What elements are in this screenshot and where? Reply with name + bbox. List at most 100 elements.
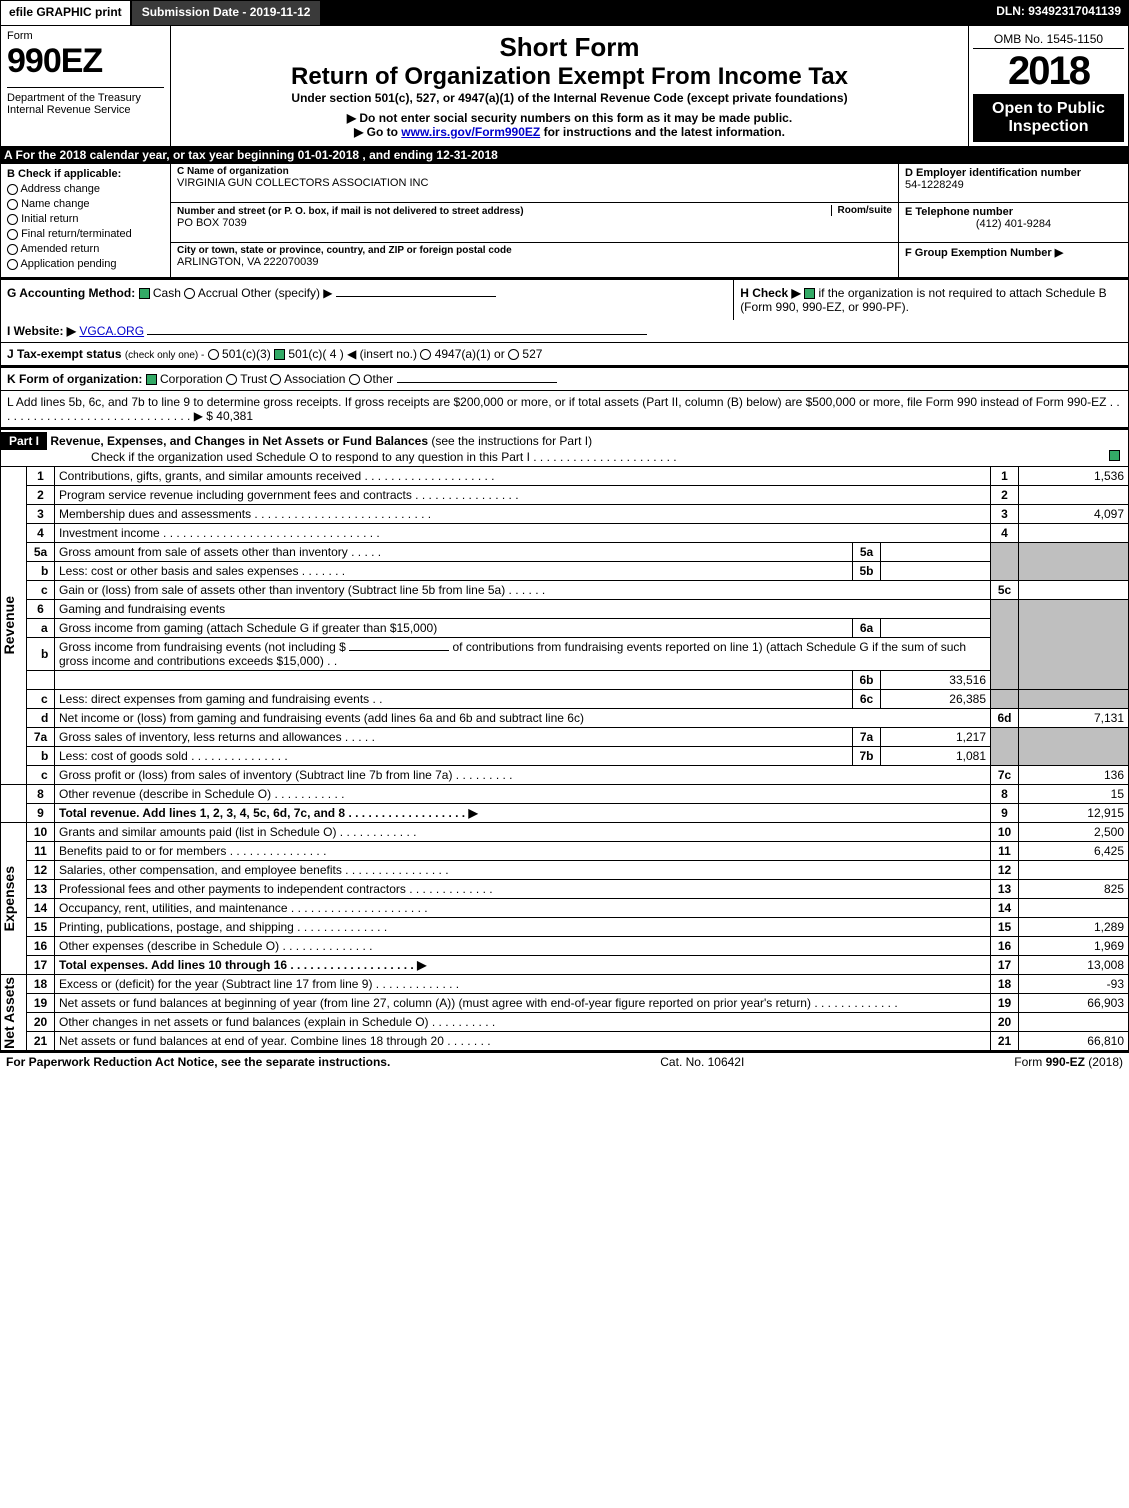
address-change-label: Address change <box>20 183 100 195</box>
tax-year: 2018 <box>973 49 1124 94</box>
line-9-no: 9 <box>991 804 1019 823</box>
application-pending-label: Application pending <box>20 258 116 270</box>
part1-schedule-o-checkbox[interactable] <box>1109 450 1120 461</box>
line-20-value <box>1019 1013 1129 1032</box>
line-16-text: Other expenses (describe in Schedule O) … <box>55 937 991 956</box>
accrual-label: Accrual <box>198 286 238 300</box>
line-5b-value <box>881 562 991 581</box>
omb-number: OMB No. 1545-1150 <box>973 30 1124 49</box>
final-return-radio[interactable] <box>7 229 18 240</box>
j-527-radio[interactable] <box>508 349 519 360</box>
other-method-label: Other (specify) ▶ <box>241 286 332 300</box>
line-12-text: Salaries, other compensation, and employ… <box>55 861 991 880</box>
line-4-value <box>1019 524 1129 543</box>
line-5b-no: 5b <box>853 562 881 581</box>
section-a-bar: A For the 2018 calendar year, or tax yea… <box>0 146 1129 164</box>
dln-number: DLN: 93492317041139 <box>988 0 1129 26</box>
initial-return-radio[interactable] <box>7 214 18 225</box>
line-19-value: 66,903 <box>1019 994 1129 1013</box>
line-21-text: Net assets or fund balances at end of ye… <box>55 1032 991 1051</box>
section-a-pre: A For the 2018 calendar year, or tax yea… <box>4 148 298 162</box>
line-18-no: 18 <box>991 975 1019 994</box>
line-7b-no: 7b <box>853 747 881 766</box>
addr-label: Number and street (or P. O. box, if mail… <box>177 206 524 217</box>
org-name: VIRGINIA GUN COLLECTORS ASSOCIATION INC <box>177 177 892 189</box>
j-4947-radio[interactable] <box>420 349 431 360</box>
j-501c-checkbox[interactable] <box>274 349 285 360</box>
line-15-text: Printing, publications, postage, and shi… <box>55 918 991 937</box>
line-6c-text: Less: direct expenses from gaming and fu… <box>55 690 853 709</box>
line-5a-value <box>881 543 991 562</box>
j-501c3-radio[interactable] <box>208 349 219 360</box>
j-label: J Tax-exempt status <box>7 347 122 361</box>
k-corp-checkbox[interactable] <box>146 374 157 385</box>
street-address: PO BOX 7039 <box>177 217 892 229</box>
other-method-input[interactable] <box>336 296 496 297</box>
j-note: (check only one) - <box>125 350 204 361</box>
line-6b-no: 6b <box>853 671 881 690</box>
k-other-label: Other <box>363 372 393 386</box>
line-5c-no: 5c <box>991 581 1019 600</box>
line-6b-blank[interactable] <box>349 650 449 651</box>
line-8-no: 8 <box>991 785 1019 804</box>
line-19-no: 19 <box>991 994 1019 1013</box>
line-6b-pre: Gross income from fundraising events (no… <box>59 640 346 654</box>
submission-date: Submission Date - 2019-11-12 <box>131 0 322 26</box>
website-link[interactable]: VGCA.ORG <box>79 324 144 338</box>
footer-right: Form 990-EZ (2018) <box>1014 1055 1123 1069</box>
j-4947-label: 4947(a)(1) or <box>435 347 505 361</box>
line-3-value: 4,097 <box>1019 505 1129 524</box>
j-501c3-label: 501(c)(3) <box>222 347 271 361</box>
cash-checkbox[interactable] <box>139 288 150 299</box>
goto-link-line: ▶ Go to www.irs.gov/Form990EZ for instru… <box>177 125 962 139</box>
line-2-text: Program service revenue including govern… <box>55 486 991 505</box>
efile-print-label[interactable]: efile GRAPHIC print <box>0 0 131 26</box>
j-527-label: 527 <box>522 347 542 361</box>
irs-link[interactable]: www.irs.gov/Form990EZ <box>401 125 540 139</box>
under-section: Under section 501(c), 527, or 4947(a)(1)… <box>177 91 962 105</box>
g-label: G Accounting Method: <box>7 286 135 300</box>
application-pending-radio[interactable] <box>7 259 18 270</box>
name-change-radio[interactable] <box>7 199 18 210</box>
line-17-value: 13,008 <box>1019 956 1129 975</box>
k-assoc-radio[interactable] <box>270 374 281 385</box>
k-trust-radio[interactable] <box>226 374 237 385</box>
accrual-radio[interactable] <box>184 288 195 299</box>
k-assoc-label: Association <box>284 372 345 386</box>
line-3-text: Membership dues and assessments . . . . … <box>55 505 991 524</box>
return-title: Return of Organization Exempt From Incom… <box>177 63 962 91</box>
line-6a-value <box>881 619 991 638</box>
address-change-radio[interactable] <box>7 184 18 195</box>
line-21-value: 66,810 <box>1019 1032 1129 1051</box>
topbar: efile GRAPHIC print Submission Date - 20… <box>0 0 1129 26</box>
part1-label: Part I <box>1 432 47 450</box>
k-other-radio[interactable] <box>349 374 360 385</box>
line-7c-text: Gross profit or (loss) from sales of inv… <box>55 766 991 785</box>
line-18-text: Excess or (deficit) for the year (Subtra… <box>55 975 991 994</box>
line-11-text: Benefits paid to or for members . . . . … <box>55 842 991 861</box>
f-group-label: F Group Exemption Number ▶ <box>905 246 1122 259</box>
line-1-value: 1,536 <box>1019 467 1129 486</box>
name-change-label: Name change <box>21 198 90 210</box>
i-label: I Website: ▶ <box>7 324 76 338</box>
part1-note: (see the instructions for Part I) <box>431 434 592 448</box>
line-5c-value <box>1019 581 1129 600</box>
line-12-value <box>1019 861 1129 880</box>
line-16-value: 1,969 <box>1019 937 1129 956</box>
line-14-text: Occupancy, rent, utilities, and maintena… <box>55 899 991 918</box>
line-5a-no: 5a <box>853 543 881 562</box>
line-9-text: Total revenue. Add lines 1, 2, 3, 4, 5c,… <box>55 804 991 823</box>
line-8-text: Other revenue (describe in Schedule O) .… <box>55 785 991 804</box>
line-7c-value: 136 <box>1019 766 1129 785</box>
goto-prefix: ▶ Go to <box>354 125 401 139</box>
line-20-no: 20 <box>991 1013 1019 1032</box>
line-7c-no: 7c <box>991 766 1019 785</box>
line-16-no: 16 <box>991 937 1019 956</box>
h-checkbox[interactable] <box>804 288 815 299</box>
amended-return-radio[interactable] <box>7 244 18 255</box>
year-begin: 01-01-2018 <box>298 148 359 162</box>
line-14-no: 14 <box>991 899 1019 918</box>
irs-label: Internal Revenue Service <box>7 104 131 116</box>
line-11-value: 6,425 <box>1019 842 1129 861</box>
line-13-text: Professional fees and other payments to … <box>55 880 991 899</box>
